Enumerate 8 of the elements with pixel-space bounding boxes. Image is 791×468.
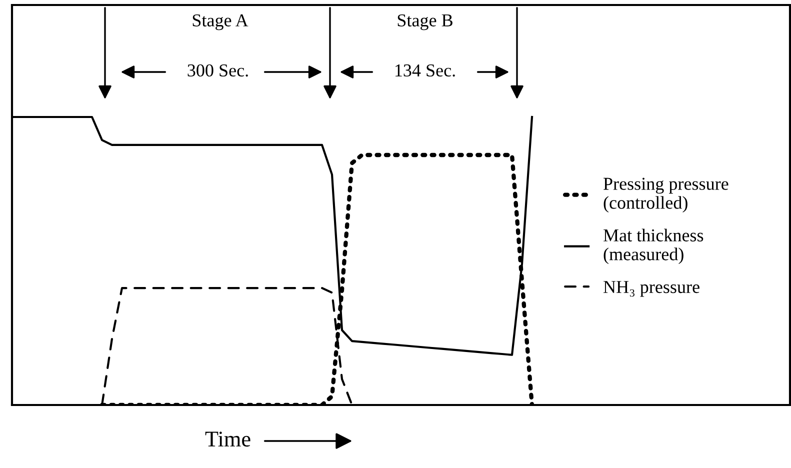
legend-label: Mat thickness (measured)	[604, 228, 704, 264]
x-axis-title: Time	[205, 432, 250, 447]
text: Stage B	[398, 14, 452, 30]
text: 134 Sec.	[395, 64, 455, 77]
text: 300 Sec.	[188, 64, 248, 77]
legend-label: Pressing pressure (controlled)	[604, 178, 728, 213]
legend-label: NH₃ pressure	[604, 281, 700, 297]
text: Stage A	[192, 14, 248, 30]
